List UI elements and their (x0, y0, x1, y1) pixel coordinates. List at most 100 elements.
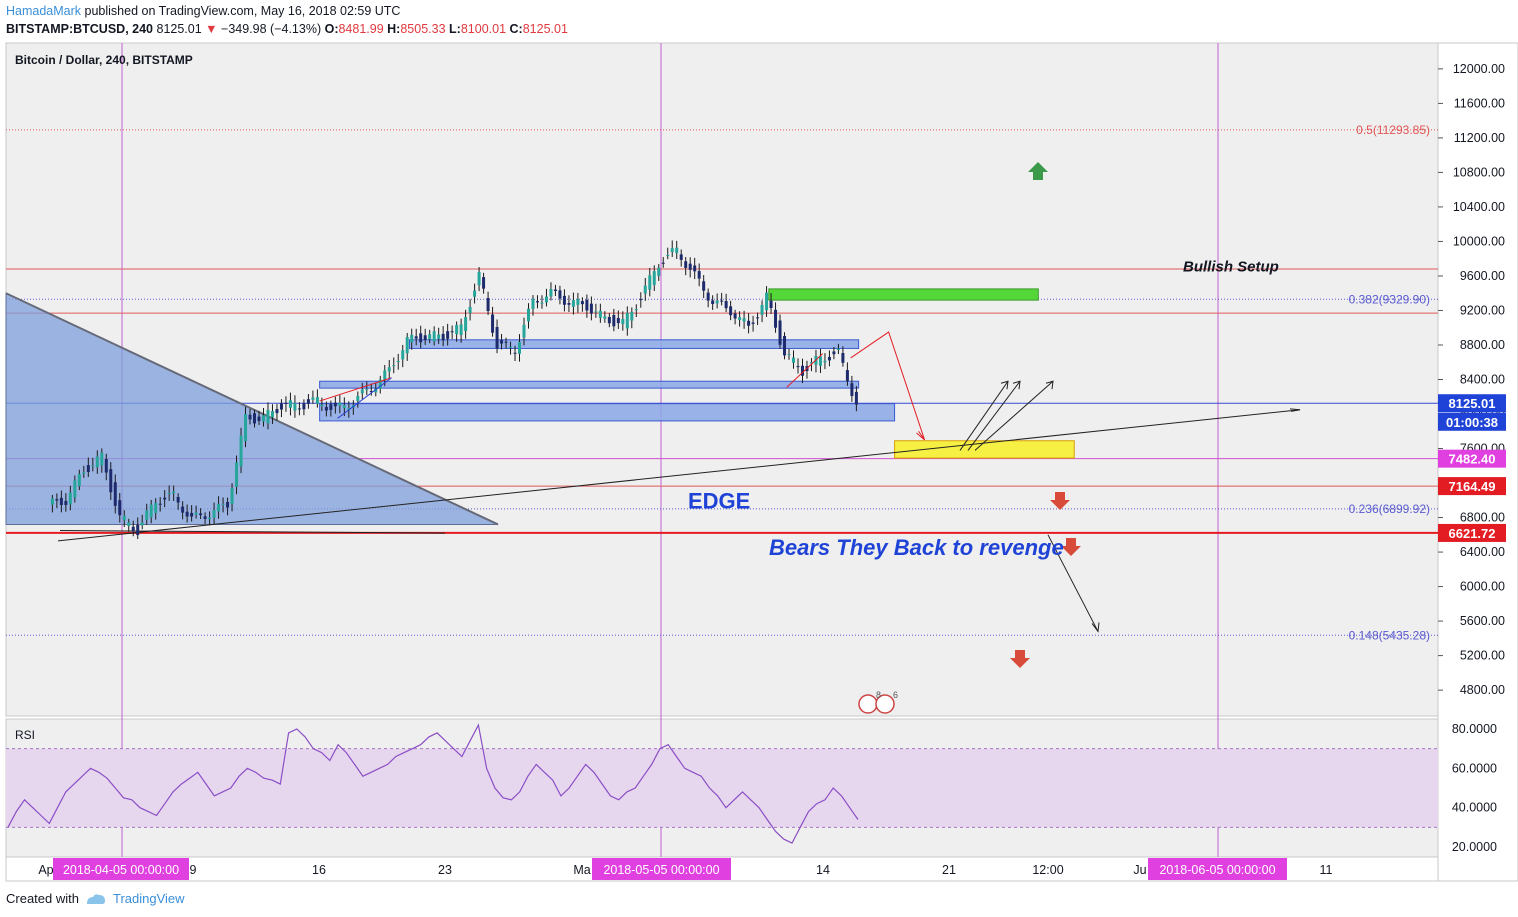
time-highlight-label: 2018-04-05 00:00:00 (63, 863, 179, 877)
red-down-arrow-icon (1061, 538, 1081, 556)
ohlc-high: 8505.33 (400, 22, 446, 36)
candle-body (670, 248, 674, 253)
candle-body (428, 334, 432, 340)
candle-body (751, 322, 755, 324)
candle-body (315, 397, 319, 404)
publish-line: HamadaMark published on TradingView.com,… (6, 4, 400, 18)
author-link[interactable]: HamadaMark (6, 4, 82, 18)
candle-body (477, 271, 481, 286)
candle-body (836, 348, 840, 351)
tradingview-logo-icon (86, 893, 105, 904)
candle-body (212, 510, 216, 518)
candle-body (688, 263, 692, 270)
candle-body (482, 277, 486, 289)
red-projection-path (850, 331, 926, 441)
candle-body (809, 362, 813, 364)
candle-body (338, 402, 342, 406)
candle-body (432, 331, 436, 342)
candle-body (778, 320, 782, 345)
candle-body (140, 522, 144, 526)
red-down-arrow-icon (1010, 650, 1030, 668)
candle-body (553, 289, 557, 292)
candle-body (172, 491, 176, 494)
rsi-line (7, 723, 859, 844)
candle-body (598, 310, 602, 318)
price-label: 6621.72 (1449, 526, 1496, 541)
price-tick-label: 5200.00 (1460, 649, 1505, 663)
price-tick-label: 5600.00 (1460, 614, 1505, 628)
price-tick-label: 12000.00 (1453, 62, 1505, 76)
bullish-arrow-2 (967, 380, 1021, 451)
candle-body (306, 399, 310, 404)
wedge-line-2 (337, 377, 392, 419)
candle-body (783, 336, 787, 356)
candle-body (594, 311, 598, 313)
candle-body (64, 500, 68, 506)
candle-body (342, 405, 346, 409)
candle-body (181, 506, 185, 513)
price-change: −349.98 (−4.13%) (221, 22, 322, 36)
candle-body (535, 301, 539, 303)
candle-body (792, 357, 796, 363)
candle-body (455, 324, 459, 335)
green-zone (768, 288, 1039, 301)
candle-body (679, 254, 683, 260)
candle-body (122, 515, 126, 521)
tradingview-brand[interactable]: TradingView (112, 891, 185, 906)
triangle-resistance-line (5, 292, 499, 526)
candle-body (217, 503, 221, 512)
event-count-1: 8 (876, 690, 881, 700)
candle-body (239, 435, 243, 467)
candle-body (333, 402, 337, 407)
rsi-tick-label: 60.0000 (1452, 761, 1497, 775)
candle-body (729, 306, 733, 316)
symbol-text: BITSTAMP:BTCUSD, 240 (6, 22, 154, 36)
candle-body (715, 300, 719, 304)
candle-body (68, 492, 72, 505)
candle-body (486, 298, 490, 311)
candle-body (261, 415, 265, 422)
candle-body (693, 265, 697, 272)
yellow-zone (894, 440, 1075, 459)
candle-body (625, 312, 629, 329)
price-tick-label: 6800.00 (1460, 511, 1505, 525)
price-label-box (1438, 412, 1506, 431)
candle-body (190, 512, 194, 517)
candle-body (95, 456, 99, 468)
price-tick-label: 6000.00 (1460, 580, 1505, 594)
bullish-arrow-3 (974, 380, 1054, 451)
candle-body (113, 482, 117, 506)
price-label-box (1438, 523, 1506, 542)
bullish-arrowhead-3 (1045, 380, 1054, 390)
red-projection-arrowhead (916, 430, 925, 441)
candle-body (414, 336, 418, 339)
price-tick-label: 10800.00 (1453, 165, 1505, 179)
candle-body (118, 500, 122, 516)
candle-body (643, 285, 647, 294)
upper-blue-zone (408, 339, 860, 349)
candle-body (145, 510, 149, 520)
candle-body (765, 292, 769, 311)
candle-body (365, 389, 369, 391)
candle-body (136, 524, 140, 536)
candle-body (167, 492, 171, 494)
candle-body (522, 324, 526, 338)
candle-body (226, 501, 230, 508)
candle-body (558, 290, 562, 299)
candle-body (356, 396, 360, 401)
candle-body (374, 388, 378, 393)
candle-body (769, 300, 773, 308)
rsi-tick-label: 40.0000 (1452, 801, 1497, 815)
candle-body (203, 516, 207, 519)
base-trendline (59, 529, 446, 534)
candle-body (509, 346, 513, 348)
candle-body (841, 353, 845, 363)
candle-body (154, 502, 158, 513)
candle-body (127, 522, 131, 526)
main-pane[interactable] (5, 42, 1439, 717)
candle-body (616, 317, 620, 324)
candle-body (324, 406, 328, 411)
ohlc-h-label: H: (387, 22, 401, 36)
candle-body (612, 315, 616, 327)
